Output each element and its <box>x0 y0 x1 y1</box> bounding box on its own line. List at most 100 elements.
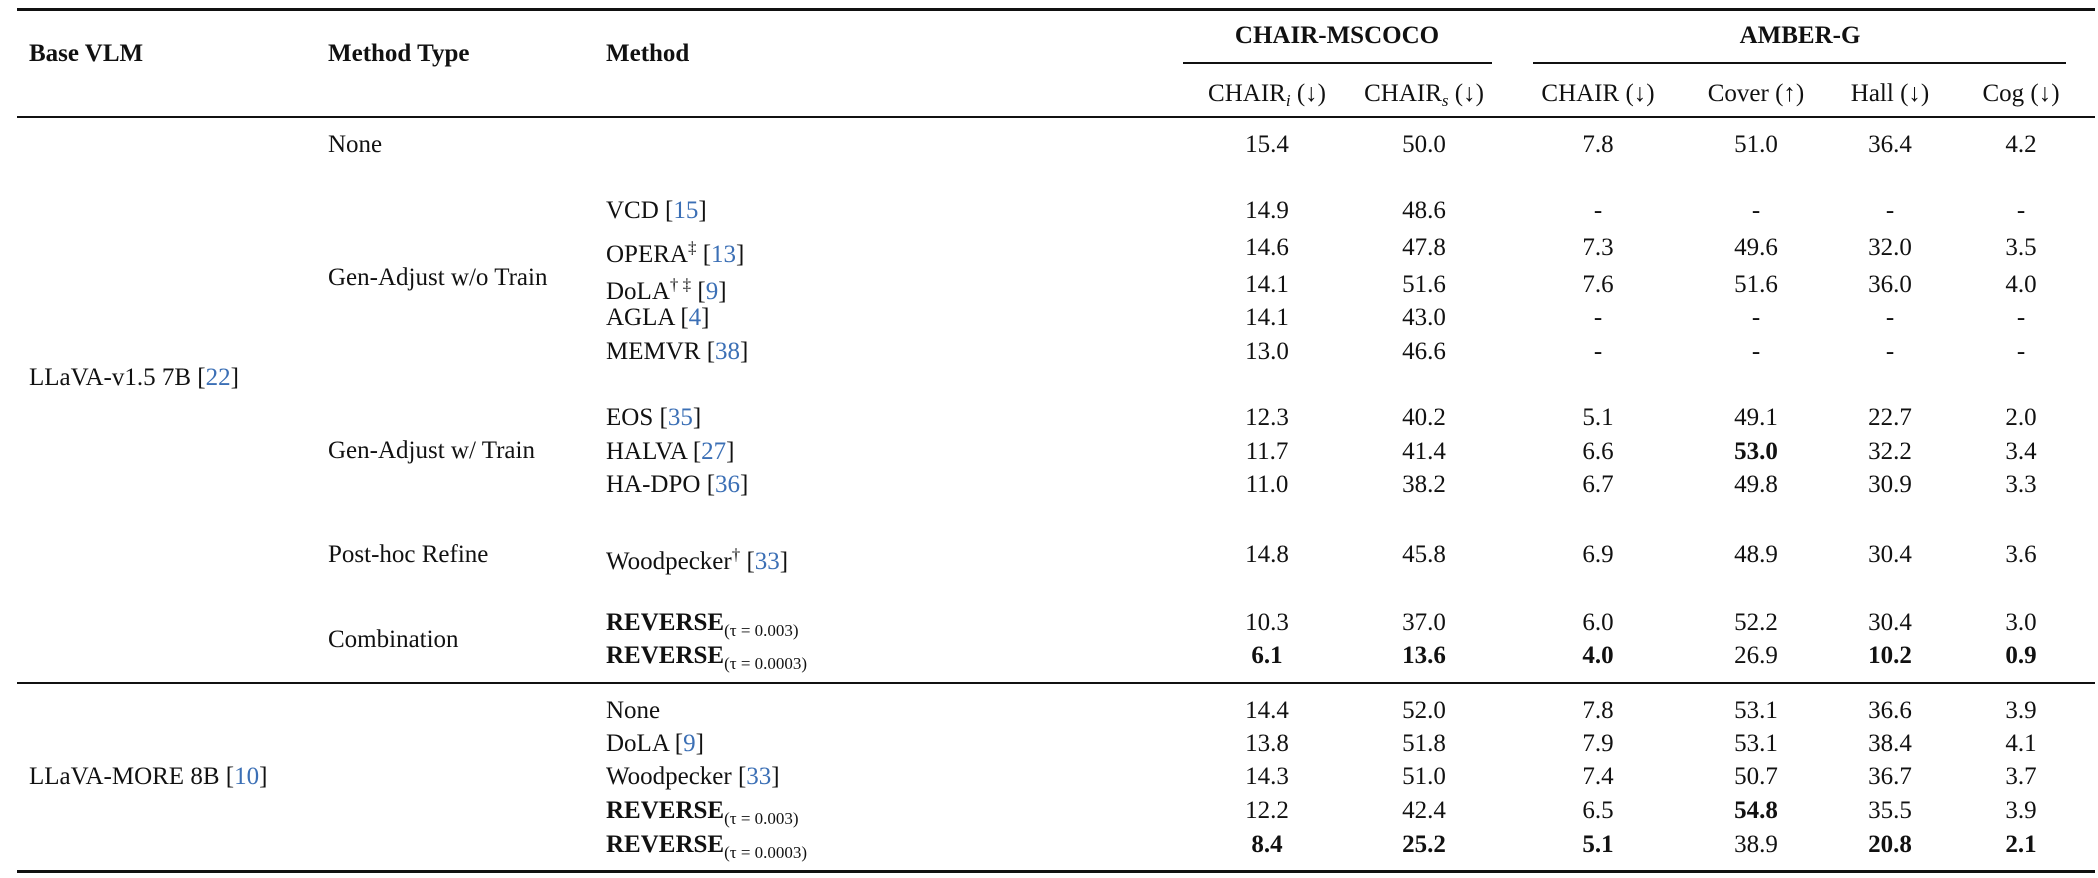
table-cell: 10.2 <box>1868 642 1912 669</box>
citation-link[interactable]: 15 <box>673 197 699 224</box>
table-cell: 51.6 <box>1402 271 1446 298</box>
method-label: REVERSE <box>606 797 725 824</box>
table-cell: 3.9 <box>2005 697 2037 724</box>
citation-link[interactable]: 33 <box>754 548 780 575</box>
table-cell: 11.0 <box>1245 471 1289 498</box>
table-cell: 42.4 <box>1402 797 1446 824</box>
method-name: HA-DPO [36] <box>606 469 748 501</box>
table-cell: 14.1 <box>1245 304 1289 331</box>
table-cell: 41.4 <box>1402 438 1446 465</box>
header-rule <box>17 116 2095 118</box>
tau-subscript: (τ = 0.0003) <box>724 654 808 673</box>
table-cell: 11.7 <box>1245 438 1289 465</box>
table-cell: 40.2 <box>1402 404 1446 431</box>
header-amber-g: AMBER-G <box>1739 22 1861 49</box>
col-header-main: Cog <box>1982 80 2025 107</box>
citation-link[interactable]: 38 <box>715 338 741 365</box>
table-cell: 8.4 <box>1251 831 1283 858</box>
col-header-arrow: (↓) <box>1619 80 1655 107</box>
table-cell: 47.8 <box>1402 234 1446 261</box>
citation-close: ] <box>695 730 704 757</box>
table-cell: 54.8 <box>1734 797 1778 824</box>
table-cell: 7.4 <box>1582 763 1614 790</box>
citation-link[interactable]: 13 <box>711 241 737 268</box>
header-base-vlm: Base VLM <box>29 40 144 67</box>
citation-link[interactable]: 10 <box>234 763 260 790</box>
citation-close: ] <box>718 278 727 305</box>
table-cell: 52.2 <box>1734 609 1778 636</box>
table-cell: 53.0 <box>1734 438 1778 465</box>
amber-g-underline <box>1533 62 2066 64</box>
table-cell: - <box>1751 197 1761 224</box>
citation-open: [ <box>691 278 706 305</box>
table-cell: 53.1 <box>1734 730 1778 757</box>
method-label: REVERSE <box>606 831 725 858</box>
header-method-type: Method Type <box>328 40 470 67</box>
table-cell: 7.6 <box>1582 271 1614 298</box>
table-cell: 4.0 <box>1582 642 1614 669</box>
method-name: DoLA [9] <box>606 728 704 760</box>
table-cell: - <box>1751 304 1761 331</box>
tau-subscript: (τ = 0.0003) <box>724 843 808 862</box>
table-cell: 2.0 <box>2005 404 2037 431</box>
method-type-label: Gen-Adjust w/ Train <box>328 437 535 464</box>
table-cell: 10.3 <box>1245 609 1289 636</box>
citation-link[interactable]: 4 <box>688 304 702 331</box>
col-header-0: CHAIRi (↓) <box>1208 78 1326 117</box>
table-cell: 12.2 <box>1245 797 1289 824</box>
method-type-label: Post-hoc Refine <box>328 541 489 568</box>
citation-close: ] <box>779 548 789 575</box>
table-cell: 30.4 <box>1868 609 1912 636</box>
col-header-sub: s <box>1441 91 1449 110</box>
table-cell: 5.1 <box>1582 831 1614 858</box>
table-cell: 51.6 <box>1734 271 1778 298</box>
citation-close: ] <box>698 197 707 224</box>
table-cell: 6.6 <box>1582 438 1614 465</box>
table-cell: 51.0 <box>1402 763 1446 790</box>
table-cell: 7.3 <box>1582 234 1614 261</box>
tau-subscript: (τ = 0.003) <box>724 621 799 640</box>
table-cell: 26.9 <box>1734 642 1778 669</box>
col-header-main: CHAIR <box>1541 80 1620 107</box>
table-cell: 3.4 <box>2005 438 2037 465</box>
table-cell: 35.5 <box>1868 797 1912 824</box>
footnote-mark: ‡ <box>687 238 697 257</box>
citation-open: [ <box>674 304 689 331</box>
citation-link[interactable]: 33 <box>746 763 772 790</box>
method-label: REVERSE <box>606 609 725 636</box>
citation-link[interactable]: 36 <box>715 471 741 498</box>
table-cell: - <box>2016 338 2026 365</box>
table-cell: 14.1 <box>1245 271 1289 298</box>
top-rule <box>17 8 2095 11</box>
method-name: VCD [15] <box>606 195 707 227</box>
col-header-5: Cog (↓) <box>1982 78 2059 110</box>
table-cell: 36.0 <box>1868 271 1912 298</box>
citation-link[interactable]: 9 <box>683 730 696 757</box>
method-name: REVERSE(τ = 0.0003) <box>606 640 807 680</box>
citation-link[interactable]: 35 <box>667 404 693 431</box>
table-cell: 25.2 <box>1402 831 1446 858</box>
citation-close: ] <box>726 438 735 465</box>
table-cell: 6.1 <box>1251 642 1283 669</box>
method-label: AGLA <box>606 304 675 331</box>
method-name: OPERA‡ [13] <box>606 232 744 271</box>
table-cell: - <box>1751 338 1761 365</box>
citation-link[interactable]: 27 <box>701 438 727 465</box>
table-cell: 30.9 <box>1868 471 1912 498</box>
table-cell: 14.4 <box>1245 697 1289 724</box>
table-cell: 14.8 <box>1245 541 1289 568</box>
method-name: AGLA [4] <box>606 302 709 334</box>
table-cell: 36.4 <box>1868 131 1912 158</box>
citation-link[interactable]: 9 <box>705 278 719 305</box>
citation-link[interactable]: 22 <box>205 364 231 391</box>
table-cell: 4.2 <box>2005 131 2037 158</box>
method-name: Woodpecker† [33] <box>606 539 788 578</box>
table-cell: 6.7 <box>1582 471 1614 498</box>
table-cell: 45.8 <box>1402 541 1446 568</box>
method-name: REVERSE(τ = 0.0003) <box>606 829 807 869</box>
citation-open: [ <box>668 730 684 757</box>
citation-close: ] <box>740 471 749 498</box>
citation-close: ] <box>701 304 710 331</box>
table-cell: 38.4 <box>1868 730 1912 757</box>
method-name: Woodpecker [33] <box>606 761 780 793</box>
